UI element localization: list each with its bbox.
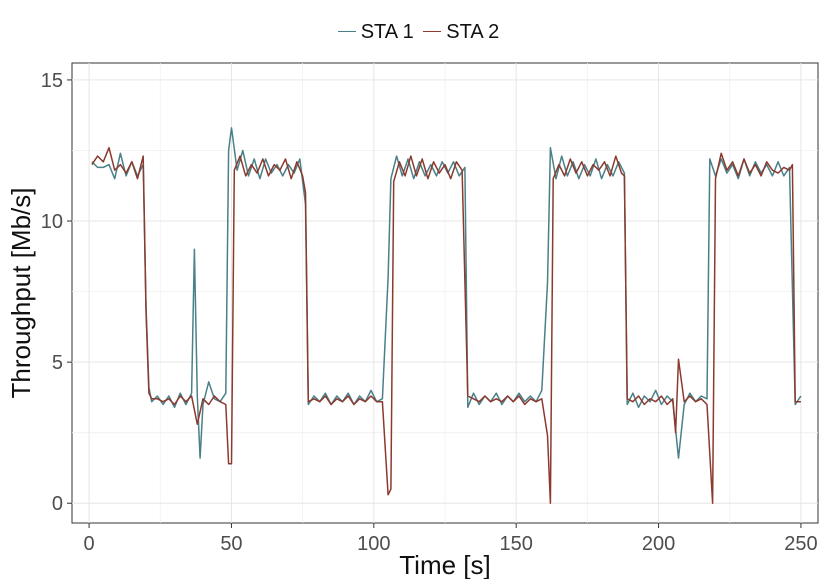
y-axis-title: Throughput [Mb/s] bbox=[6, 188, 36, 399]
legend-swatch-sta1 bbox=[337, 31, 356, 32]
y-axis: 0 5 10 15 bbox=[41, 70, 72, 515]
x-tick-label: 50 bbox=[220, 533, 242, 555]
x-axis: 0 50 100 150 200 250 bbox=[84, 523, 818, 555]
y-tick-label: 10 bbox=[41, 211, 63, 233]
y-tick-label: 0 bbox=[52, 493, 63, 515]
grid bbox=[72, 63, 818, 523]
legend-label-sta1: STA 1 bbox=[360, 21, 414, 43]
legend-label-sta2: STA 2 bbox=[446, 21, 500, 43]
series-line-sta2 bbox=[91, 146, 801, 504]
legend: STA 1 STA 2 bbox=[0, 16, 837, 44]
legend-item-sta1: STA 1 bbox=[337, 21, 414, 44]
x-axis-title: Time [s] bbox=[399, 550, 490, 579]
x-tick-label: 150 bbox=[499, 533, 532, 555]
series-layer bbox=[91, 127, 802, 504]
x-tick-label: 250 bbox=[784, 533, 817, 555]
x-tick-label: 200 bbox=[642, 533, 675, 555]
x-tick-label: 0 bbox=[84, 533, 95, 555]
y-tick-label: 5 bbox=[52, 352, 63, 374]
y-tick-label: 15 bbox=[41, 70, 63, 92]
series-line-sta1 bbox=[91, 127, 802, 459]
legend-swatch-sta2 bbox=[423, 31, 442, 32]
x-tick-label: 100 bbox=[357, 533, 390, 555]
legend-item-sta2: STA 2 bbox=[423, 21, 499, 44]
